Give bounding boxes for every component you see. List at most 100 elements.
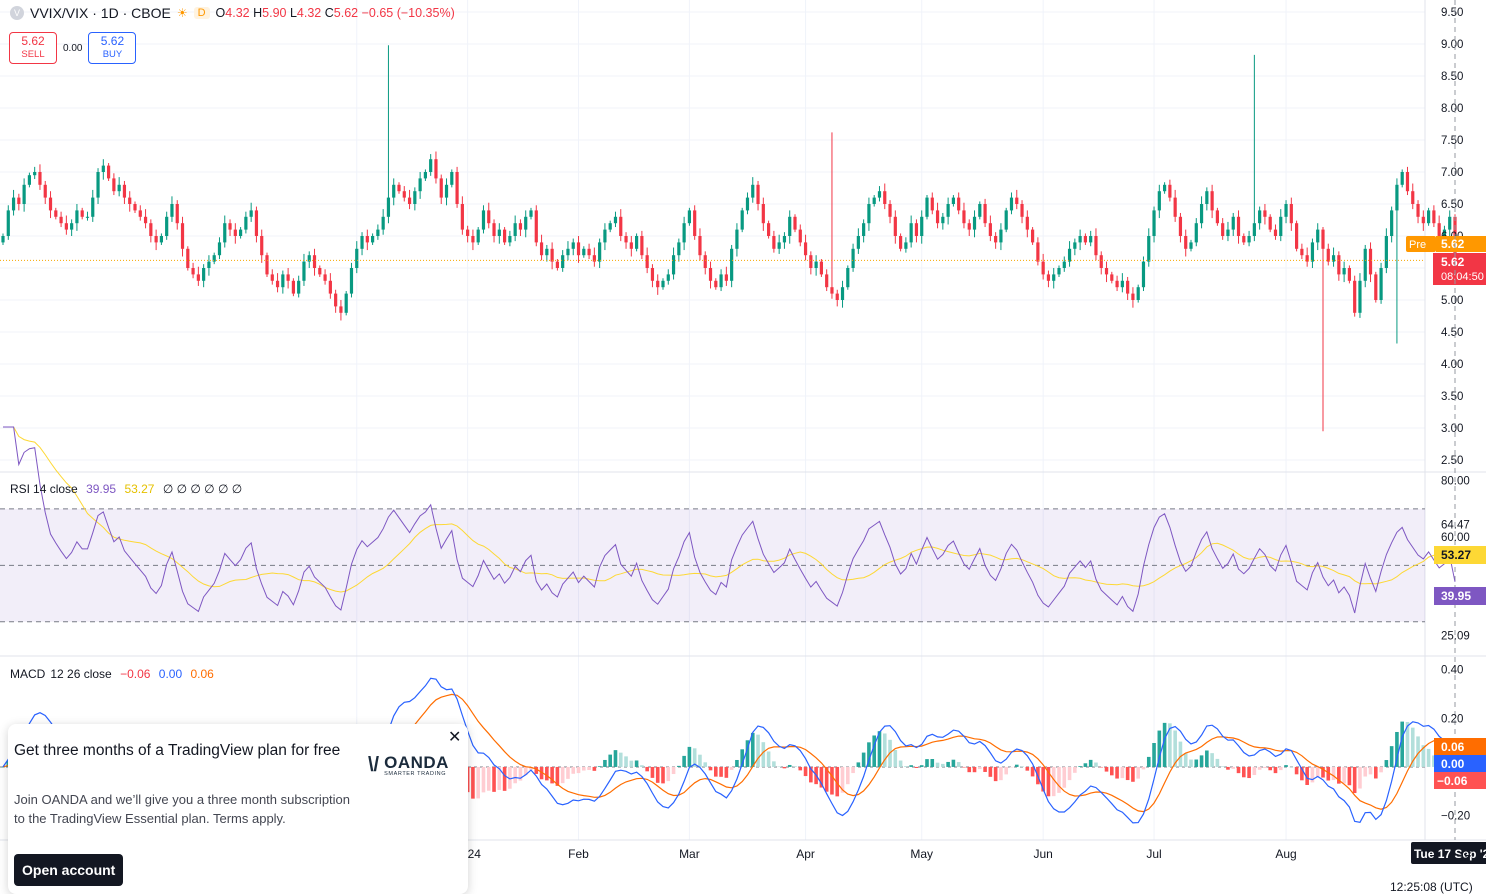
candle <box>1041 253 1045 280</box>
candle <box>249 202 253 222</box>
candle <box>207 255 211 276</box>
candle-body <box>1067 248 1072 262</box>
candle-body <box>587 248 591 256</box>
candle-body <box>951 197 955 204</box>
data-badge[interactable]: D <box>193 7 210 19</box>
candle <box>1321 227 1325 432</box>
candle <box>407 189 412 210</box>
macd-hist-bar <box>1220 766 1225 767</box>
candle <box>1316 223 1320 251</box>
macd-hist-value: −0.06 <box>120 667 151 681</box>
close-icon[interactable]: ✕ <box>448 729 462 746</box>
rsi-tick-label: 64.47 <box>1441 519 1470 531</box>
macd-hist-bar <box>824 766 829 792</box>
candle <box>1358 273 1362 318</box>
candle <box>1004 207 1008 233</box>
macd-hist-bar <box>1088 759 1093 767</box>
candle <box>661 278 665 290</box>
price-tick-label: 6.50 <box>1441 199 1463 211</box>
macd-hist-bar <box>1331 766 1336 781</box>
candle-body <box>371 236 375 243</box>
macd-hist-bar <box>1268 766 1272 771</box>
candle <box>138 205 142 221</box>
candle-body <box>1247 236 1251 243</box>
candle <box>751 177 755 203</box>
candle <box>1031 227 1035 245</box>
candle <box>798 224 802 247</box>
candle-body <box>624 236 628 243</box>
candle <box>708 261 713 289</box>
candle-body <box>1052 274 1056 281</box>
candle-body <box>334 293 338 307</box>
macd-hist-bar <box>597 766 602 767</box>
sell-button[interactable]: 5.62 SELL <box>9 32 57 64</box>
candle-body <box>1295 223 1299 249</box>
candle <box>1242 233 1246 245</box>
candle <box>703 251 707 275</box>
candle-body <box>1268 216 1272 230</box>
open-account-button[interactable]: Open account <box>14 854 124 886</box>
macd-hist-bar <box>603 759 607 767</box>
macd-hist-bar <box>481 766 486 793</box>
candle-body <box>328 280 332 294</box>
candle-body <box>1358 280 1362 313</box>
macd-hist-bar <box>471 766 475 799</box>
macd-hist-bar <box>518 766 523 781</box>
price-tick-label: 9.50 <box>1441 7 1463 19</box>
candle <box>629 236 633 257</box>
candle-body <box>555 261 559 268</box>
candle-body <box>767 223 771 236</box>
symbol-title[interactable]: VVIX/VIX · 1D · CBOE <box>30 5 171 21</box>
candle <box>1379 262 1383 304</box>
macd-hist-bar <box>1057 766 1061 793</box>
candle-body <box>1015 197 1019 204</box>
buy-button[interactable]: 5.62 BUY <box>88 32 137 64</box>
candle <box>576 236 581 263</box>
sun-icon[interactable]: ☀ <box>176 6 188 20</box>
macd-legend[interactable]: MACD 12 26 close −0.06 0.00 0.06 <box>10 667 214 681</box>
macd-hist-bar <box>1247 766 1251 779</box>
candle-body <box>920 216 924 236</box>
candle <box>1199 196 1204 229</box>
candle-body <box>186 248 190 268</box>
candle-body <box>877 191 882 198</box>
candle-body <box>70 223 74 230</box>
candle-body <box>1110 274 1114 281</box>
candle-body <box>1321 229 1325 249</box>
candle-body <box>6 210 10 236</box>
symbol-logo[interactable]: V <box>10 6 24 20</box>
candle-body <box>867 204 871 224</box>
candle-body <box>1442 229 1447 236</box>
macd-hist-bar <box>1416 736 1420 767</box>
candle-body <box>967 223 971 230</box>
candle-body <box>862 223 866 236</box>
candle-body <box>603 229 607 243</box>
symbol-header: V VVIX/VIX · 1D · CBOE ☀ D O4.32 H5.90 L… <box>10 5 455 21</box>
candle-body <box>1004 210 1008 230</box>
candle <box>48 191 53 219</box>
rsi-legend[interactable]: RSI 14 close 39.95 53.27 ∅ ∅ ∅ ∅ ∅ ∅ <box>10 482 243 496</box>
macd-hist-bar <box>1025 766 1030 771</box>
candle-body <box>254 210 259 236</box>
macd-hist-bar <box>539 766 544 780</box>
candle <box>603 223 607 251</box>
candle-body <box>687 210 691 224</box>
candle-body <box>1141 261 1146 288</box>
candle-body <box>1305 255 1309 262</box>
candle <box>22 178 26 212</box>
promo-body: Join OANDA and we’ll give you a three mo… <box>14 792 351 826</box>
candle-body <box>1279 216 1283 236</box>
macd-hist-bar <box>682 755 686 767</box>
candle <box>999 223 1003 251</box>
candle <box>867 197 871 231</box>
candle-body <box>492 223 496 236</box>
gear-icon[interactable]: ⚙ <box>1458 847 1473 864</box>
candle <box>70 219 74 236</box>
candle-body <box>170 204 174 217</box>
candle-body <box>1342 268 1346 275</box>
candle <box>165 211 169 240</box>
candle-body <box>466 229 470 236</box>
candle <box>1289 197 1293 231</box>
macd-hist-bar <box>550 766 554 784</box>
